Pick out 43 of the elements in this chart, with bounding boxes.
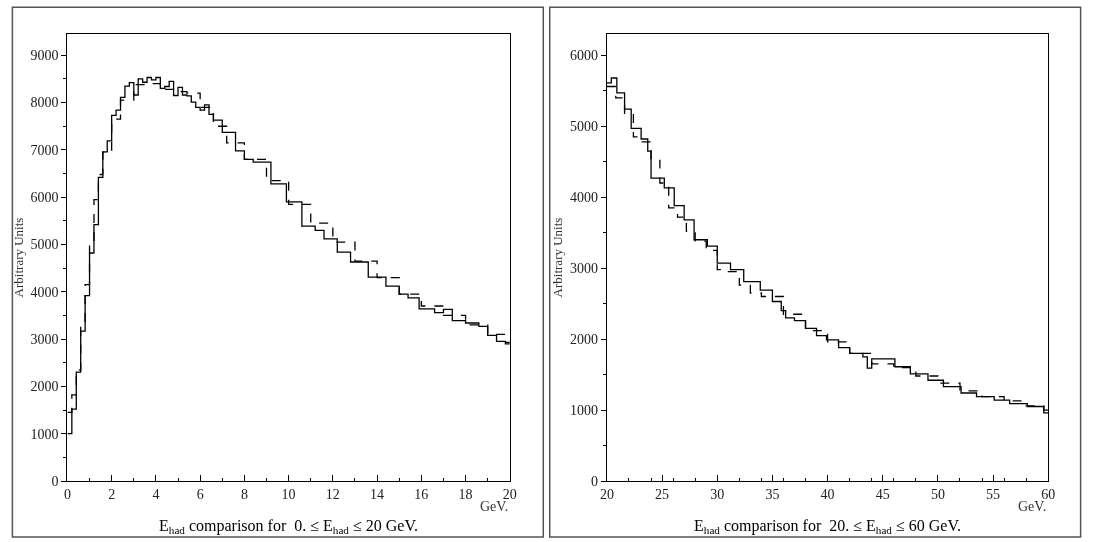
x-tick-label: 25 <box>655 486 670 502</box>
y-tick-label: 6000 <box>570 48 599 64</box>
x-axis-title: GeV. <box>1018 499 1047 514</box>
x-axis-title: GeV. <box>480 499 509 514</box>
x-tick-label: 18 <box>458 486 473 502</box>
y-tick-label: 2000 <box>570 332 599 347</box>
y-tick-label: 0 <box>591 473 599 489</box>
y-tick-label: 9000 <box>30 48 59 64</box>
x-tick-label: 50 <box>930 486 945 502</box>
x-tick-label: 10 <box>281 486 296 502</box>
y-tick-label: 5000 <box>30 237 59 253</box>
y-tick-label: 3000 <box>30 332 59 347</box>
x-tick-label: 40 <box>820 486 835 502</box>
y-tick-label: 6000 <box>30 190 59 206</box>
x-tick-label: 30 <box>710 486 725 502</box>
y-tick-label: 1000 <box>30 426 59 442</box>
y-tick-label: 8000 <box>30 95 59 111</box>
x-tick-label: 6 <box>196 486 204 502</box>
x-tick-label: 8 <box>240 486 248 502</box>
x-tick-label: 55 <box>986 486 1001 502</box>
x-tick-label: 4 <box>152 486 160 502</box>
y-tick-label: 3000 <box>570 261 599 277</box>
y-tick-label: 4000 <box>30 284 59 300</box>
y-tick-label: 4000 <box>570 190 599 206</box>
x-tick-label: 2 <box>108 486 116 502</box>
x-tick-label: 0 <box>63 486 71 502</box>
y-axis-title: Arbitrary Units <box>550 217 566 298</box>
x-tick-label: 60 <box>1041 486 1056 502</box>
x-tick-label: 20 <box>599 486 614 502</box>
y-tick-label: 7000 <box>30 142 59 158</box>
text: E$_{had}$ comparison for 0. ≤ E$_{had}$ ≤ 20 GeV. <box>159 517 418 537</box>
y-tick-label: 0 <box>51 473 59 489</box>
x-tick-label: 16 <box>414 486 429 502</box>
y-axis-title: Arbitrary Units <box>10 217 26 298</box>
y-tick-label: 2000 <box>30 379 59 395</box>
text: E$_{had}$ comparison for 20. ≤ E$_{had}$ ≤ 60 GeV. <box>694 517 961 537</box>
x-tick-label: 12 <box>325 486 340 502</box>
x-tick-label: 20 <box>502 486 517 502</box>
x-tick-label: 45 <box>875 486 890 502</box>
x-tick-label: 14 <box>370 486 385 502</box>
y-tick-label: 1000 <box>570 402 599 418</box>
y-tick-label: 5000 <box>570 119 599 135</box>
x-tick-label: 35 <box>765 486 780 502</box>
